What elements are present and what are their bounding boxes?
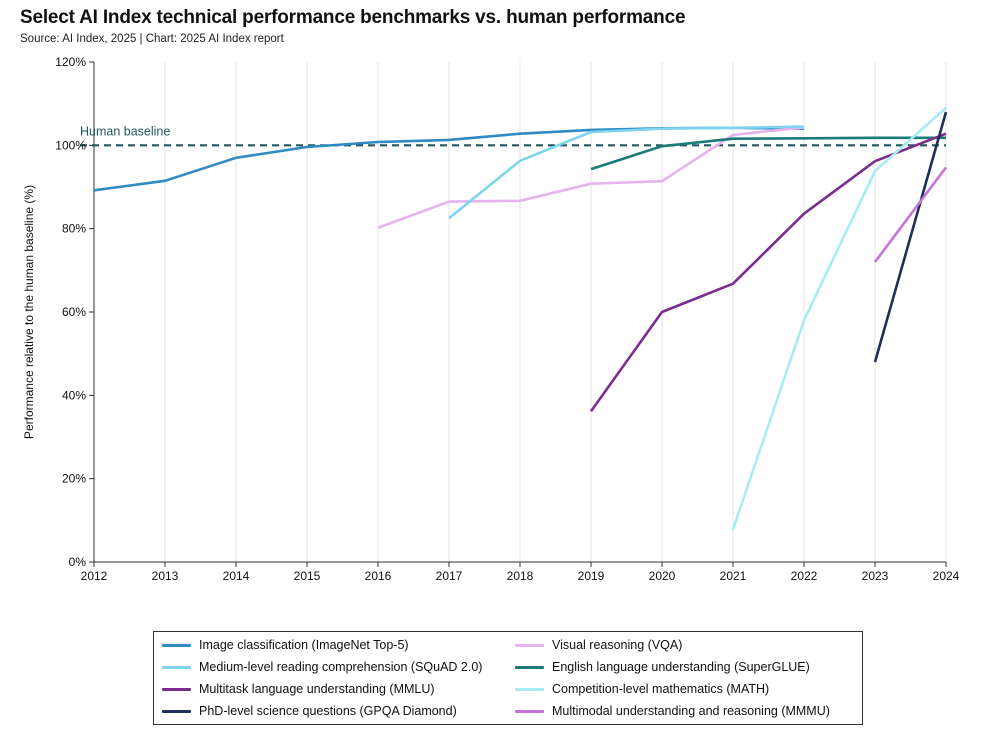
legend-label: Visual reasoning (VQA) — [552, 638, 683, 652]
line-chart: 2012 2013 2014 2015 2016 2017 2018 2019 2020 2021… — [22, 55, 960, 583]
x-tick-label: 2024 — [933, 569, 960, 583]
legend-item: Image classification (ImageNet Top-5) — [162, 638, 409, 652]
x-tick-label: 2021 — [720, 569, 747, 583]
y-tick-label: 0% — [69, 555, 87, 569]
legend-swatch — [162, 665, 191, 669]
legend-label: Image classification (ImageNet Top-5) — [199, 638, 409, 652]
legend-swatch — [515, 687, 544, 691]
legend-swatch — [515, 665, 544, 669]
legend-item: Multimodal understanding and reasoning (… — [515, 704, 830, 718]
chart-subtitle: Source: AI Index, 2025 | Chart: 2025 AI … — [20, 33, 284, 45]
series-line — [873, 166, 948, 263]
legend-item: Competition-level mathematics (MATH) — [515, 682, 769, 696]
x-tick-label: 2020 — [649, 569, 676, 583]
legend: Image classification (ImageNet Top-5) Me… — [153, 631, 863, 725]
series-line — [589, 132, 947, 412]
x-tick-label: 2014 — [223, 569, 250, 583]
x-tick-label: 2015 — [294, 569, 321, 583]
x-tick-label: 2012 — [81, 569, 108, 583]
legend-item: Visual reasoning (VQA) — [515, 638, 682, 652]
x-tick-label: 2023 — [862, 569, 889, 583]
legend-swatch — [162, 643, 191, 647]
series-line — [377, 126, 805, 230]
legend-item: PhD-level science questions (GPQA Diamon… — [162, 704, 457, 718]
series-line — [873, 111, 948, 363]
x-tick-label: 2018 — [507, 569, 534, 583]
legend-label: Multimodal understanding and reasoning (… — [552, 704, 830, 718]
series-lines — [80, 106, 948, 530]
legend-item: English language understanding (SuperGLU… — [515, 660, 810, 674]
y-axis-title: Performance relative to the human baseli… — [22, 185, 36, 439]
series-line — [448, 125, 805, 220]
legend-label: English language understanding (SuperGLU… — [552, 660, 810, 674]
legend-swatch — [162, 709, 191, 713]
x-tick-label: 2022 — [791, 569, 818, 583]
x-tick-label: 2013 — [152, 569, 179, 583]
chart-title: Select AI Index technical performance be… — [20, 7, 686, 28]
legend-item: Multitask language understanding (MMLU) — [162, 682, 435, 696]
y-tick-label: 40% — [62, 388, 86, 402]
legend-swatch — [515, 643, 544, 647]
y-tick-label: 120% — [55, 55, 86, 69]
legend-swatch — [515, 709, 544, 713]
x-tick-label: 2017 — [436, 569, 463, 583]
legend-label: Multitask language understanding (MMLU) — [199, 682, 435, 696]
series-line — [731, 106, 947, 530]
legend-label: Medium-level reading comprehension (SQuA… — [199, 660, 483, 674]
y-tick-label: 60% — [62, 305, 86, 319]
y-tick-label: 20% — [62, 472, 86, 486]
legend-item: Medium-level reading comprehension (SQuA… — [162, 660, 482, 674]
y-tick-label: 80% — [62, 222, 86, 236]
human-baseline-label: Human baseline — [80, 124, 170, 138]
x-tick-label: 2016 — [365, 569, 392, 583]
axis-labels: 2012 2013 2014 2015 2016 2017 2018 2019 2020 2021… — [22, 55, 960, 583]
x-tick-label: 2019 — [578, 569, 605, 583]
y-tick-label: 100% — [55, 138, 86, 152]
legend-label: PhD-level science questions (GPQA Diamon… — [199, 704, 457, 718]
legend-label: Competition-level mathematics (MATH) — [552, 682, 770, 696]
legend-swatch — [162, 687, 191, 691]
series-line — [590, 136, 946, 171]
